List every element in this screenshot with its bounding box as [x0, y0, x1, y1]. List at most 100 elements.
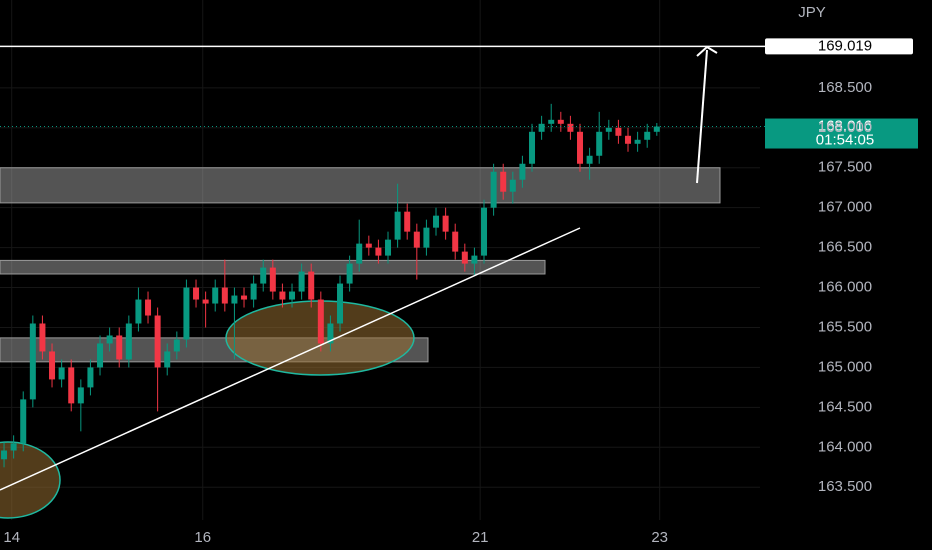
target-label-box — [765, 38, 913, 55]
arrow-head — [696, 45, 718, 57]
candle-body — [365, 243, 372, 248]
currency-label: JPY — [798, 4, 826, 21]
candle-body — [567, 123, 574, 132]
candle-body — [423, 227, 430, 248]
candle-body — [39, 323, 46, 352]
zone — [0, 167, 721, 204]
candle-body — [145, 299, 152, 316]
candle-body — [605, 127, 612, 132]
highlight-ellipse — [0, 441, 61, 519]
candle-body — [538, 123, 545, 132]
candle-body — [77, 387, 84, 404]
candle-body — [250, 283, 257, 300]
x-tick-label: 14 — [3, 529, 20, 546]
candle-body — [500, 171, 507, 192]
candle-body — [653, 126, 660, 132]
candle-body — [490, 171, 497, 208]
y-tick-label: 168.000 — [818, 119, 872, 136]
last-price-label: 168.016 — [818, 117, 872, 134]
y-tick-label: 165.500 — [818, 318, 872, 335]
y-tick-label: 164.000 — [818, 438, 872, 455]
candle-body — [317, 299, 324, 344]
candle-body — [375, 247, 382, 256]
candle-body — [173, 339, 180, 352]
candle-body — [433, 215, 440, 228]
trend-line — [0, 227, 581, 491]
x-tick-label: 16 — [194, 529, 211, 546]
y-tick-label: 167.000 — [818, 199, 872, 216]
y-tick-label: 166.000 — [818, 279, 872, 296]
candle-body — [519, 163, 526, 180]
candle-body — [260, 267, 267, 284]
candle-body — [481, 207, 488, 256]
y-tick-label: 166.500 — [818, 239, 872, 256]
candle-body — [135, 299, 142, 324]
candle-body — [346, 263, 353, 284]
candle-body — [404, 211, 411, 232]
y-tick-label: 168.500 — [818, 79, 872, 96]
candle-body — [509, 179, 516, 192]
candle-body — [29, 323, 36, 400]
candle-body — [183, 287, 190, 340]
candle-body — [68, 367, 75, 404]
candle-body — [327, 323, 334, 344]
y-tick-label: 167.500 — [818, 159, 872, 176]
candle-body — [625, 135, 632, 144]
candle-body — [577, 131, 584, 164]
candle-body — [634, 139, 641, 144]
candle-body — [385, 239, 392, 256]
candle-body — [10, 443, 17, 451]
last-price-box — [765, 118, 918, 149]
candle-body — [279, 291, 286, 300]
candle-body — [212, 287, 219, 304]
candle-body — [87, 367, 94, 388]
candle-body — [1, 450, 8, 460]
x-tick-label: 21 — [472, 529, 489, 546]
candle-body — [125, 323, 132, 360]
y-tick-label: 163.500 — [818, 478, 872, 495]
candle-body — [394, 211, 401, 240]
y-tick-label: 165.000 — [818, 358, 872, 375]
candle-body — [529, 131, 536, 164]
candle-body — [596, 131, 603, 156]
candle-body — [154, 315, 161, 368]
x-tick-label: 23 — [651, 529, 668, 546]
candles — [1, 103, 660, 468]
candle-body — [269, 267, 276, 292]
candle-body — [116, 335, 123, 360]
candle-body — [221, 287, 228, 304]
candle-body — [298, 271, 305, 292]
candle-body — [193, 287, 200, 300]
candle-body — [356, 243, 363, 264]
candle-body — [202, 299, 209, 304]
candle-body — [337, 283, 344, 324]
candle-body — [106, 335, 113, 344]
candle-body — [557, 119, 564, 124]
target-label: 169.019 — [818, 37, 872, 54]
candle-body — [548, 119, 555, 124]
candle-body — [49, 351, 56, 380]
candle-body — [97, 343, 104, 368]
candle-body — [231, 295, 238, 304]
candle-body — [20, 399, 27, 444]
candle-body — [471, 255, 478, 264]
candle-body — [644, 131, 651, 140]
candle-body — [461, 251, 468, 264]
candle-body — [615, 127, 622, 136]
candle-body — [58, 367, 65, 380]
countdown-label: 01:54:05 — [816, 131, 874, 148]
candle-body — [452, 231, 459, 252]
candle-body — [308, 271, 315, 300]
candle-body — [241, 295, 248, 300]
candle-body — [164, 351, 171, 368]
arrow — [696, 49, 708, 184]
candle-body — [413, 231, 420, 248]
candle-body — [442, 215, 449, 232]
candle-body — [586, 155, 593, 164]
y-tick-label: 164.500 — [818, 398, 872, 415]
candle-body — [289, 291, 296, 300]
